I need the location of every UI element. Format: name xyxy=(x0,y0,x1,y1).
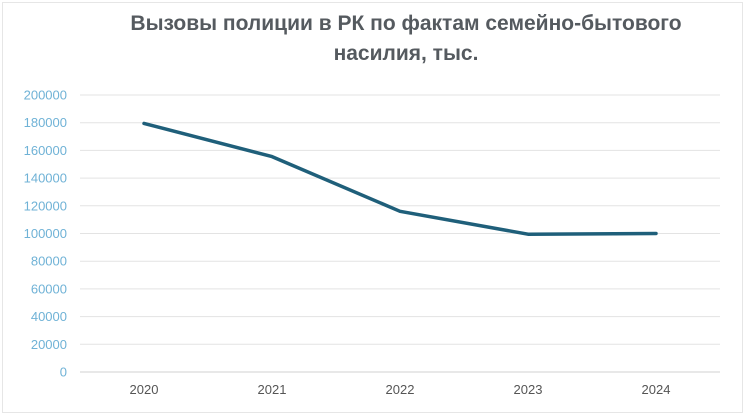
series-line xyxy=(142,121,658,236)
y-tick-label: 140000 xyxy=(24,171,67,186)
chart-title-line-1: Вызовы полиции в РК по фактам семейно-бы… xyxy=(130,12,682,35)
x-tick-label: 2023 xyxy=(514,382,543,397)
chart-title-line-2: насилия, тыс. xyxy=(333,42,479,65)
x-tick-label: 2022 xyxy=(386,382,415,397)
y-tick-label: 60000 xyxy=(31,281,67,296)
y-tick-label: 160000 xyxy=(24,143,67,158)
y-tick-label: 80000 xyxy=(31,254,67,269)
y-tick-label: 0 xyxy=(60,365,67,380)
x-tick-label: 2024 xyxy=(642,382,671,397)
y-tick-label: 20000 xyxy=(31,337,67,352)
series-lines xyxy=(142,121,658,236)
x-axis-tick-labels: 2020 2021 2022 2023 2024 xyxy=(130,382,671,397)
x-tick-label: 2021 xyxy=(258,382,287,397)
y-tick-label: 120000 xyxy=(24,198,67,213)
y-tick-label: 180000 xyxy=(24,115,67,130)
y-axis-tick-labels: 0 20000 40000 60000 80000 100000 120000 140000 1… xyxy=(24,88,67,380)
y-tick-label: 100000 xyxy=(24,226,67,241)
y-tick-label: 200000 xyxy=(24,88,67,103)
x-tick-label: 2020 xyxy=(130,382,159,397)
y-tick-label: 40000 xyxy=(31,309,67,324)
